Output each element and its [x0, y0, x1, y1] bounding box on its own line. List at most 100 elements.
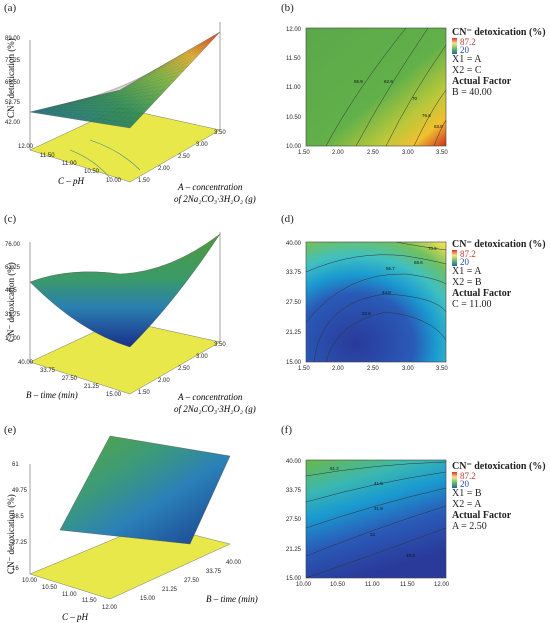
legend-x2-d: X2 = B — [452, 277, 482, 288]
ytick-a-2: 11.50 — [40, 153, 55, 159]
contour-area-d — [305, 241, 447, 363]
xtick-d-1: 1.50 — [298, 366, 310, 372]
ylabel-c: B – time (min) — [26, 390, 78, 400]
contour-label-d-4: 68.6 — [414, 260, 423, 265]
mesh-line — [124, 34, 216, 128]
legend-x1-b: X1 = A — [452, 54, 482, 65]
ztick-a-1: 89.00 — [5, 36, 21, 42]
ztick-c-4: 31.75 — [5, 312, 21, 318]
mesh-line — [114, 40, 206, 126]
mesh-line — [97, 55, 198, 96]
ytick-c-1: 40.00 — [18, 360, 34, 366]
ztick-e-2: 49.75 — [12, 488, 28, 494]
panel-label-f: (f) — [281, 424, 292, 436]
mesh-line — [110, 41, 212, 93]
contour-plot-d: 32.6 44.8 56.7 68.6 70.5 1.50 2.00 2.50 … — [286, 241, 448, 372]
xlabel-a-line1: A – concentration — [177, 182, 243, 192]
ytick-a-4: 10.50 — [84, 169, 100, 175]
ytick-b-2: 10.50 — [286, 115, 302, 121]
ytick-f-5: 40.00 — [286, 459, 302, 465]
xtick-b-2: 2.00 — [332, 150, 344, 156]
ytick-b-1: 10.00 — [286, 144, 302, 150]
colorbar-b — [452, 38, 457, 54]
xtick-a-5: 3.50 — [214, 130, 226, 136]
legend-x1-d: X1 = A — [452, 266, 482, 277]
xtick-f-3: 11.00 — [365, 582, 380, 588]
ytick-b-4: 11.50 — [286, 56, 301, 62]
contour-label-b-1: 55.9 — [354, 79, 363, 84]
ytick-e-2: 21.25 — [162, 587, 178, 593]
xtick-c-4: 3.00 — [196, 354, 208, 360]
zlabel-e: CN⁻ detoxication (%) — [6, 494, 16, 574]
legend-x2-b: X2 = C — [452, 65, 482, 76]
contour-label-d-1: 32.6 — [362, 311, 371, 316]
ytick-b-3: 11.00 — [286, 85, 301, 91]
ztick-a-3: 65.50 — [5, 80, 21, 86]
ztick-a-4: 53.75 — [5, 100, 21, 106]
surface-e — [59, 435, 231, 545]
ytick-d-2: 21.25 — [286, 330, 302, 336]
xtick-c-2: 2.00 — [158, 378, 170, 384]
colorbar-d — [452, 250, 457, 266]
contour-label-d-2: 44.8 — [382, 290, 391, 295]
ytick-c-2: 33.75 — [40, 368, 56, 374]
panel-label-b: (b) — [281, 2, 294, 14]
contour-label-b-4: 76.8 — [422, 113, 431, 118]
xtick-e-3: 11.00 — [62, 592, 77, 598]
xtick-a-3: 2.50 — [178, 154, 190, 160]
mesh-line — [115, 36, 216, 92]
xtick-f-2: 10.50 — [330, 582, 346, 588]
xtick-b-1: 1.50 — [298, 150, 310, 156]
contour-label-d-5: 70.5 — [428, 246, 437, 251]
legend-min-f: 20 — [460, 479, 469, 489]
ytick-d-3: 27.50 — [286, 300, 302, 306]
mesh-line — [88, 65, 189, 98]
ztick-e-1: 61 — [12, 462, 19, 468]
legend-factor-f: A = 2.50 — [452, 521, 487, 532]
panel-label-c: (c) — [4, 213, 17, 225]
panel-label-e: (e) — [4, 424, 17, 436]
mesh-line — [74, 79, 176, 102]
surface-plot-e: 61 49.75 38.5 27.25 16 10.00 10.50 11.00… — [6, 435, 258, 622]
contour-area-f — [305, 459, 447, 579]
surface-plot-a: 89.00 77.25 65.50 53.75 42.00 12.00 11.5… — [5, 22, 256, 204]
surface-plot-c: 76.00 61.25 46.5 31.75 17.00 40.00 33.75… — [5, 232, 256, 414]
ztick-a-2: 77.25 — [5, 58, 21, 64]
legend-min-b: 20 — [460, 45, 469, 55]
mesh-line — [109, 43, 201, 125]
contour-label-f-1: 51.2 — [330, 466, 339, 471]
ytick-e-1: 15.00 — [140, 596, 156, 602]
legend-max-b: 87.2 — [460, 37, 476, 47]
legend-actual-b: Actual Factor — [452, 76, 512, 87]
mesh-line — [104, 46, 196, 125]
ytick-f-1: 15.00 — [286, 576, 302, 582]
xtick-d-2: 2.00 — [332, 366, 344, 372]
ztick-e-3: 38.5 — [12, 514, 24, 520]
legend-d: CN⁻ detoxication (%) 87.2 20 X1 = A X2 = … — [452, 239, 546, 310]
mesh-line — [79, 75, 180, 100]
mesh-line — [119, 37, 211, 127]
legend-x2-f: X2 = A — [452, 499, 482, 510]
xlabel-c-line1: A – concentration — [177, 392, 243, 402]
xtick-d-3: 2.50 — [367, 366, 379, 372]
contour-label-f-3: 31.8 — [374, 506, 383, 511]
ytick-c-5: 15.00 — [106, 392, 122, 398]
xtick-c-5: 3.50 — [214, 342, 226, 348]
xtick-e-1: 10.00 — [22, 578, 38, 584]
ztick-c-3: 46.5 — [5, 288, 17, 294]
xtick-d-5: 3.50 — [436, 366, 448, 372]
legend-max-f: 87.2 — [460, 471, 476, 481]
xtick-f-5: 12.00 — [434, 582, 450, 588]
ytick-a-5: 10.00 — [106, 178, 122, 184]
legend-factor-d: C = 11.00 — [452, 299, 492, 310]
xtick-e-5: 12.00 — [102, 605, 118, 611]
ytick-d-5: 40.00 — [286, 241, 302, 247]
ytick-f-2: 21.25 — [286, 547, 302, 553]
ytick-e-3: 27.50 — [184, 578, 200, 584]
legend-title-d: CN⁻ detoxication (%) — [452, 239, 546, 250]
xtick-a-1: 1.50 — [138, 178, 150, 184]
legend-actual-f: Actual Factor — [452, 510, 512, 521]
surface-c — [29, 233, 221, 348]
ytick-e-4: 33.75 — [206, 569, 222, 575]
contour-label-f-2: 41.5 — [374, 481, 383, 486]
